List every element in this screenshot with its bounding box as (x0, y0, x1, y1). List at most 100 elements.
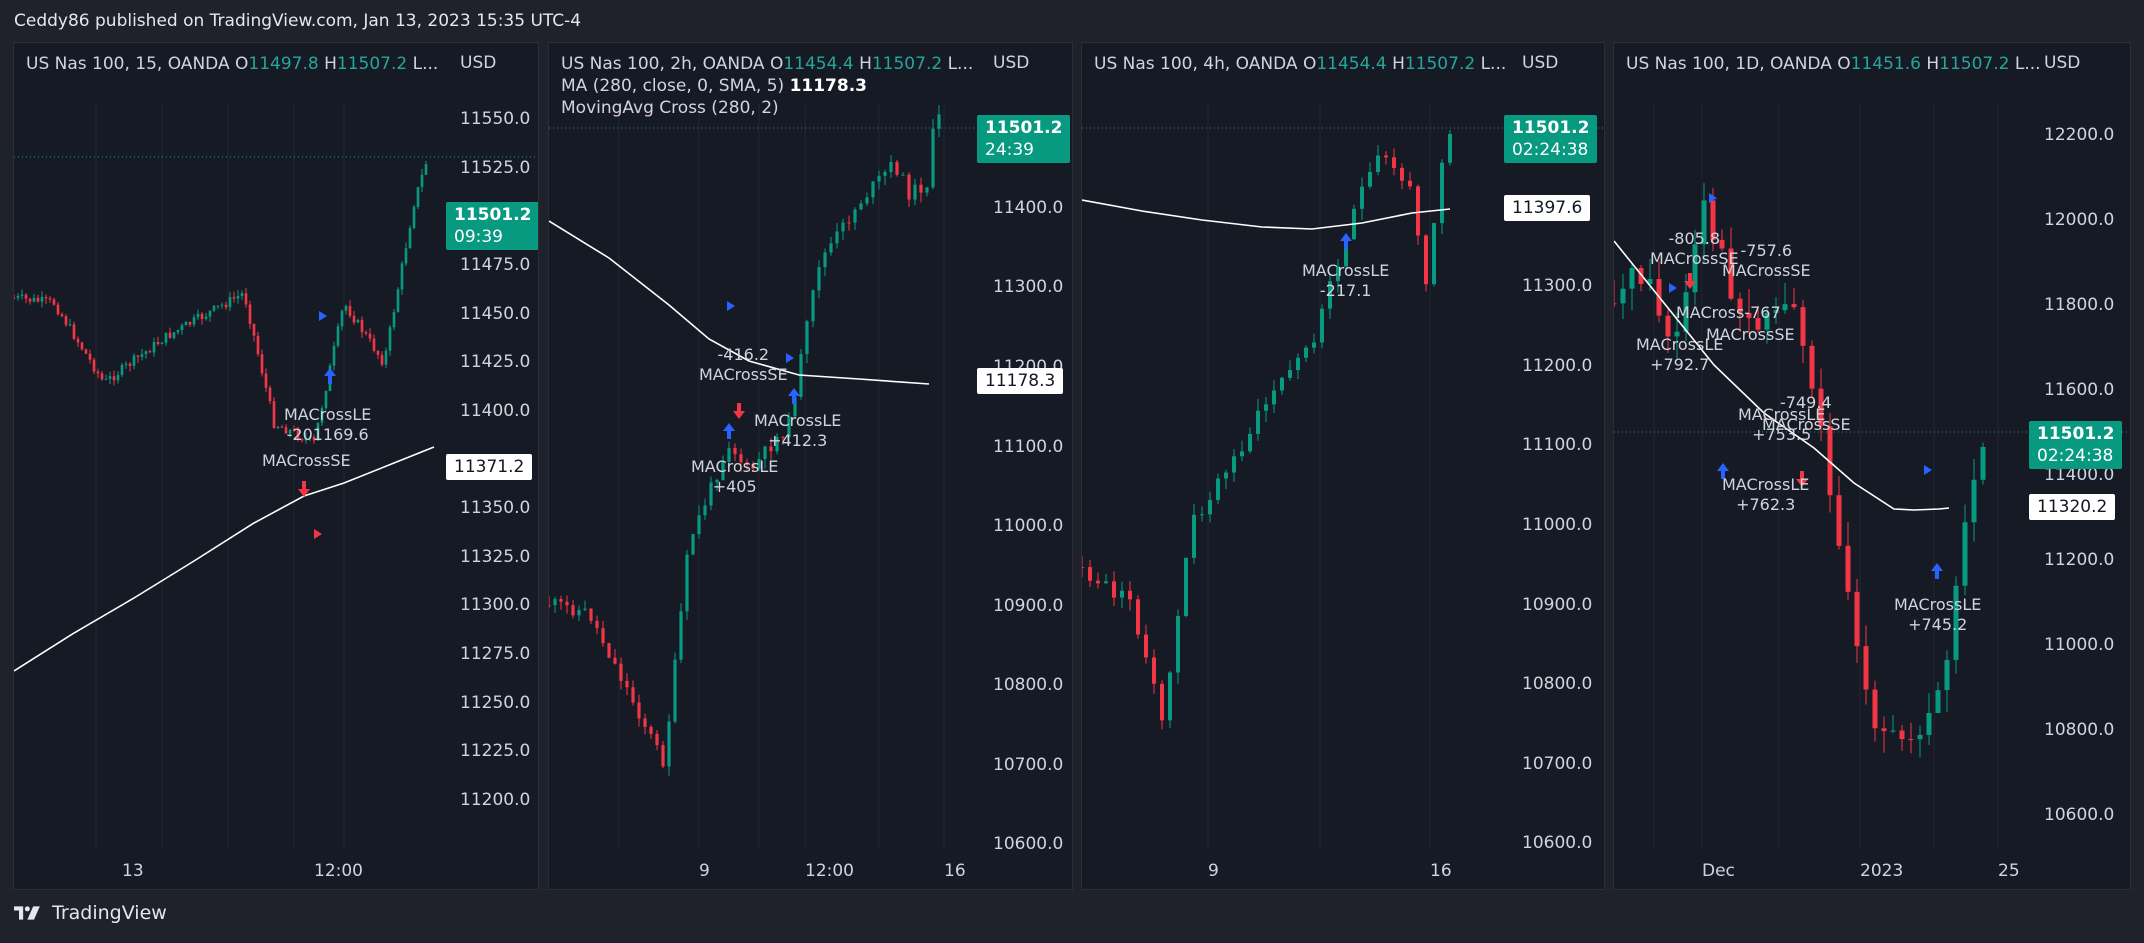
candle-body (32, 297, 36, 302)
y-tick: 11450.0 (460, 304, 531, 324)
sell-arrow-icon (733, 403, 745, 419)
currency-label[interactable]: USD (2044, 53, 2081, 73)
chart-panel-1d[interactable]: US Nas 100, 1D, OANDA O11451.6 H11507.2 … (1613, 42, 2131, 890)
candle-body (607, 643, 611, 658)
signal-label: MACrossLE +753.5 (1738, 405, 1825, 445)
candle-body (336, 326, 340, 346)
y-tick: 11300.0 (993, 277, 1064, 297)
legend-more[interactable]: L... (412, 54, 439, 74)
x-tick: 2023 (1860, 861, 1904, 881)
x-tick: 25 (1998, 861, 2020, 881)
candle-body (1800, 307, 1806, 346)
publish-header: Ceddy86 published on TradingView.com, Ja… (0, 0, 2144, 42)
y-tick: 11225.0 (460, 741, 531, 761)
candle-body (769, 446, 773, 452)
candles-area[interactable] (1614, 43, 2131, 890)
candles-area[interactable] (549, 43, 1073, 890)
candle-body (148, 351, 152, 353)
last-price: 11501.2 (454, 205, 532, 225)
candle-body (1917, 734, 1923, 740)
candle-body (685, 554, 689, 612)
candle-body (1440, 162, 1444, 224)
legend-more[interactable]: L... (1480, 54, 1507, 74)
candle-body (1827, 426, 1833, 496)
signal-name: MACrossLE (1636, 335, 1724, 354)
candle-body (1746, 312, 1752, 319)
symbol-label: US Nas 100, 2h, OANDA (561, 54, 765, 74)
candle-body (1854, 591, 1860, 647)
candle-body (384, 350, 388, 365)
signal-value: -757.6 (1740, 241, 1793, 260)
candle-body (601, 628, 605, 644)
candle-body (1168, 672, 1172, 721)
candle-body (60, 314, 64, 317)
currency-label[interactable]: USD (993, 53, 1030, 73)
candle-body (1665, 315, 1671, 337)
candle-body (24, 294, 28, 299)
candle-body (631, 687, 635, 703)
candle-body (1152, 657, 1156, 684)
candle-body (380, 354, 384, 365)
candle-body (1288, 370, 1292, 378)
candle-body (392, 312, 396, 328)
legend-more[interactable]: L... (947, 54, 974, 74)
buy-arrow-icon (1340, 233, 1352, 249)
candle-body (715, 479, 719, 483)
candle-body (1216, 478, 1220, 500)
candle-body (1224, 472, 1228, 479)
tradingview-footer[interactable]: TradingView (14, 902, 167, 924)
candle-body (308, 436, 312, 439)
y-tick: 10600.0 (2044, 805, 2115, 825)
candle-body (176, 330, 180, 333)
candle-body (264, 373, 268, 388)
candle-body (408, 227, 412, 249)
candle-body (228, 297, 232, 308)
y-tick: 11525.0 (460, 158, 531, 178)
indicator-strategy-legend[interactable]: MovingAvg Cross (280, 2) (561, 97, 973, 119)
signal-value: -805.8 (1668, 229, 1721, 248)
y-tick: 10700.0 (1522, 754, 1593, 774)
chart-panel-2h[interactable]: US Nas 100, 2h, OANDA O11454.4 H11507.2 … (548, 42, 1073, 890)
y-tick: 11425.0 (460, 352, 531, 372)
legend-more[interactable]: L... (2014, 54, 2041, 74)
y-tick: 11600.0 (2044, 380, 2115, 400)
bar-countdown: 24:39 (985, 140, 1034, 160)
candle-body (1280, 377, 1284, 391)
y-tick: 11400.0 (993, 198, 1064, 218)
candle-body (344, 305, 348, 311)
candle-body (763, 446, 767, 459)
candle-body (1899, 730, 1905, 740)
candle-body (703, 505, 707, 516)
candle-body (805, 321, 809, 355)
chart-panel-4h[interactable]: US Nas 100, 4h, OANDA O11454.4 H11507.2 … (1081, 42, 1605, 890)
candle-body (192, 317, 196, 325)
currency-label[interactable]: USD (460, 53, 497, 73)
indicator-ma-legend[interactable]: MA (280, close, 0, SMA, 5) 11178.3 (561, 75, 973, 97)
candle-body (1809, 345, 1815, 389)
bar-countdown: 02:24:38 (2037, 446, 2114, 466)
candle-body (388, 327, 392, 351)
candle-body (240, 293, 244, 296)
candle-body (727, 447, 731, 462)
candle-body (931, 128, 935, 188)
signal-flag-icon (1924, 465, 1932, 475)
open-value: 11454.4 (1316, 54, 1387, 74)
open-value: 11451.6 (1850, 54, 1921, 74)
candle-body (260, 354, 264, 374)
y-tick: 10600.0 (1522, 833, 1593, 853)
x-tick: 9 (699, 861, 710, 881)
candle-body (1701, 200, 1707, 245)
currency-label[interactable]: USD (1522, 53, 1559, 73)
chart-legend: US Nas 100, 15, OANDA O11497.8 H11507.2 … (26, 53, 438, 75)
candle-body (1719, 239, 1725, 249)
candles-area[interactable] (1082, 43, 1605, 890)
signal-label: MACrossSE (1706, 325, 1795, 345)
candle-body (1683, 292, 1689, 332)
candles-area[interactable] (14, 43, 539, 890)
indicator-label: MA (280, close, 0, SMA, 5) (561, 76, 785, 96)
chart-panel-15m[interactable]: US Nas 100, 15, OANDA O11497.8 H11507.2 … (13, 42, 539, 890)
candle-body (721, 461, 725, 480)
candle-body (937, 114, 941, 129)
candle-body (1638, 268, 1644, 284)
high-label: H (324, 54, 337, 74)
